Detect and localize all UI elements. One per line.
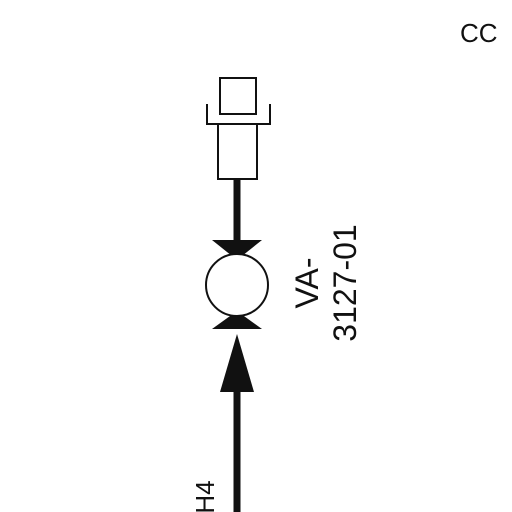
connector-body <box>217 123 258 180</box>
line-label: H4 <box>190 480 220 512</box>
connector-symbol <box>206 77 271 180</box>
valve-tag: VA- 3127-01 <box>289 224 363 341</box>
valve-lower-wedge <box>212 311 262 329</box>
corner-label: CC <box>460 18 498 48</box>
connector-cap <box>219 77 257 115</box>
valve-upper-wedge <box>212 240 262 260</box>
valve-symbol <box>205 240 269 329</box>
valve-ball <box>205 253 269 317</box>
line-label-text: H4 <box>190 480 220 512</box>
flow-arrow <box>220 334 254 392</box>
valve-tag-line1: VA- <box>289 258 325 309</box>
valve-tag-line2: 3127-01 <box>327 224 363 341</box>
